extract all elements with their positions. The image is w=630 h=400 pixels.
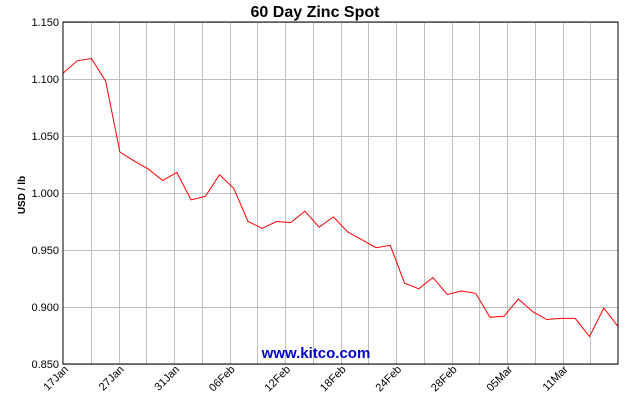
x-tick-label: 11Mar bbox=[541, 363, 571, 393]
zinc-price-line bbox=[62, 57, 619, 338]
y-tick-label: 1.050 bbox=[31, 131, 59, 143]
y-tick-label: 0.900 bbox=[31, 302, 59, 314]
y-tick-label: 0.850 bbox=[31, 359, 59, 371]
x-tick-labels: 17Jan 27Jan 31Jan 06Feb 12Feb 18Feb 24Feb 28Feb… bbox=[41, 363, 570, 394]
y-tick-label: 1.100 bbox=[31, 74, 59, 86]
x-tick-label: 18Feb bbox=[318, 364, 349, 395]
chart-title: 60 Day Zinc Spot bbox=[251, 4, 381, 21]
x-tick-label: 05Mar bbox=[485, 363, 516, 394]
x-tick-label: 27Jan bbox=[97, 364, 127, 394]
x-tick-label: 28Feb bbox=[429, 364, 460, 395]
y-tick-label: 0.950 bbox=[31, 245, 59, 257]
plot-frame bbox=[62, 21, 619, 365]
x-tick-label: 24Feb bbox=[374, 364, 405, 395]
x-tick-label: 12Feb bbox=[263, 364, 294, 395]
grid-lines bbox=[63, 22, 618, 365]
y-tick-labels: 0.850 0.900 0.950 1.000 1.050 1.100 1.150 bbox=[31, 17, 59, 371]
x-tick-label: 06Feb bbox=[207, 364, 238, 395]
kitco-watermark[interactable]: www.kitco.com bbox=[261, 345, 371, 362]
y-tick-label: 1.000 bbox=[31, 188, 59, 200]
x-tick-label: 31Jan bbox=[152, 364, 182, 394]
y-tick-label: 1.150 bbox=[31, 17, 59, 29]
y-axis-label: USD / lb bbox=[17, 176, 28, 214]
